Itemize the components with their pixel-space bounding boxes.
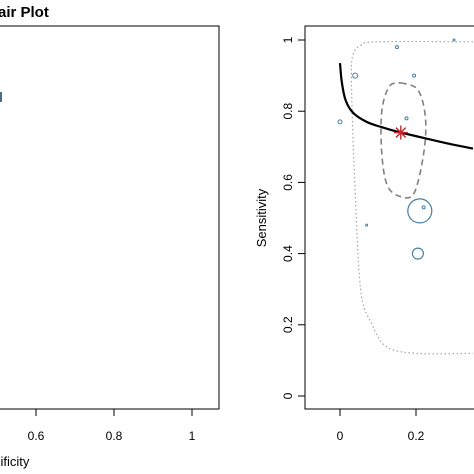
left-x-axis-label: cificity [0, 454, 30, 469]
left-chart-title: air Plot [0, 4, 49, 21]
right-x-tick-label: 0 [337, 429, 344, 443]
right-y-tick-label: 0.4 [281, 245, 295, 262]
right-y-tick-label: 0.6 [281, 174, 295, 191]
right-plot-area [337, 38, 474, 355]
right-y-tick-label: 1 [281, 36, 295, 43]
study-point [421, 205, 426, 210]
left-x-tick-label: 1 [189, 429, 196, 443]
right-y-tick-label: 0 [281, 392, 295, 399]
sroc-curve [338, 63, 474, 150]
right-y-axis-ticks: 0 0.2 0.4 0.6 0.8 1 [281, 36, 305, 399]
left-x-tick-label: 0.8 [106, 429, 123, 443]
right-y-tick-label: 0.2 [281, 316, 295, 333]
right-x-tick-label: 0.2 [408, 429, 425, 443]
left-x-tick-label: 0.6 [28, 429, 45, 443]
left-plot-frame [0, 25, 220, 410]
left-x-axis-ticks: 0.6 0.8 1 [28, 409, 196, 443]
right-x-axis-ticks: 0 0.2 [337, 409, 425, 443]
confidence-region [380, 81, 427, 199]
prediction-region [350, 40, 474, 355]
study-point [411, 247, 424, 260]
right-y-tick-label: 0.8 [281, 103, 295, 120]
study-point [412, 73, 417, 78]
right-panel: 00.20.40.60.81 0 0.2 Sensitivity [254, 25, 474, 443]
study-point [395, 45, 399, 50]
right-y-axis-label: Sensitivity [254, 188, 269, 247]
right-plot-frame [304, 25, 474, 410]
summary-point [393, 125, 408, 140]
study-point [365, 223, 369, 227]
study-point [452, 38, 456, 42]
left-panel: air Plot 0.6 0.8 1 cificity [0, 4, 220, 469]
study-point [352, 72, 359, 79]
study-point [404, 116, 409, 121]
study-point [407, 198, 433, 224]
study-point [337, 119, 343, 125]
